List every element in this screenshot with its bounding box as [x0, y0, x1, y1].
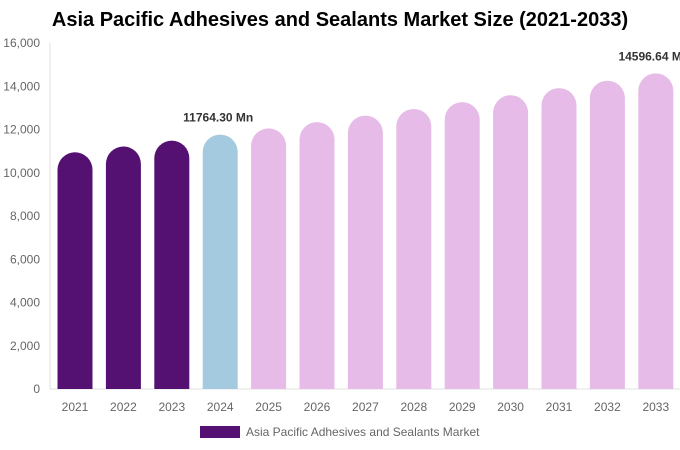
x-tick-label: 2033	[642, 400, 669, 414]
bar-2027	[347, 115, 383, 390]
legend-label: Asia Pacific Adhesives and Sealants Mark…	[246, 425, 480, 439]
y-tick-label: 8,000	[10, 209, 40, 223]
y-tick-label: 12,000	[3, 123, 40, 137]
x-tick-label: 2027	[352, 400, 379, 414]
bar-2021	[57, 152, 93, 389]
bar-2026	[299, 122, 335, 389]
x-tick-label: 2026	[304, 400, 331, 414]
data-label-2033: 14596.64 Mn	[618, 49, 680, 63]
y-tick-label: 16,000	[3, 36, 40, 50]
y-tick-label: 14,000	[3, 79, 40, 93]
bar-2025	[251, 128, 287, 389]
bar-2033	[638, 73, 674, 389]
x-tick-label: 2022	[110, 400, 137, 414]
bar-2024	[202, 134, 238, 389]
legend: Asia Pacific Adhesives and Sealants Mark…	[200, 425, 479, 439]
x-tick-label: 2021	[62, 400, 89, 414]
bar-2023	[154, 140, 190, 389]
x-tick-label: 2025	[255, 400, 282, 414]
x-tick-label: 2032	[594, 400, 621, 414]
x-tick-label: 2028	[400, 400, 427, 414]
bar-2032	[589, 80, 625, 390]
x-tick-label: 2029	[449, 400, 476, 414]
x-tick-label: 2024	[207, 400, 234, 414]
y-tick-label: 6,000	[10, 252, 40, 266]
x-tick-label: 2023	[158, 400, 185, 414]
y-tick-label: 10,000	[3, 166, 40, 180]
data-label-2024: 11764.30 Mn	[183, 111, 253, 125]
y-tick-label: 4,000	[10, 296, 40, 310]
legend-swatch	[200, 426, 240, 438]
bar-2030	[493, 95, 529, 389]
bar-2028	[396, 108, 432, 389]
bar-2031	[541, 88, 577, 390]
bar-2029	[444, 102, 480, 389]
x-tick-label: 2031	[546, 400, 573, 414]
y-tick-label: 0	[33, 382, 40, 396]
chart-title: Asia Pacific Adhesives and Sealants Mark…	[51, 9, 629, 31]
bar-2022	[105, 146, 141, 389]
y-tick-label: 2,000	[10, 339, 40, 353]
x-tick-label: 2030	[497, 400, 524, 414]
